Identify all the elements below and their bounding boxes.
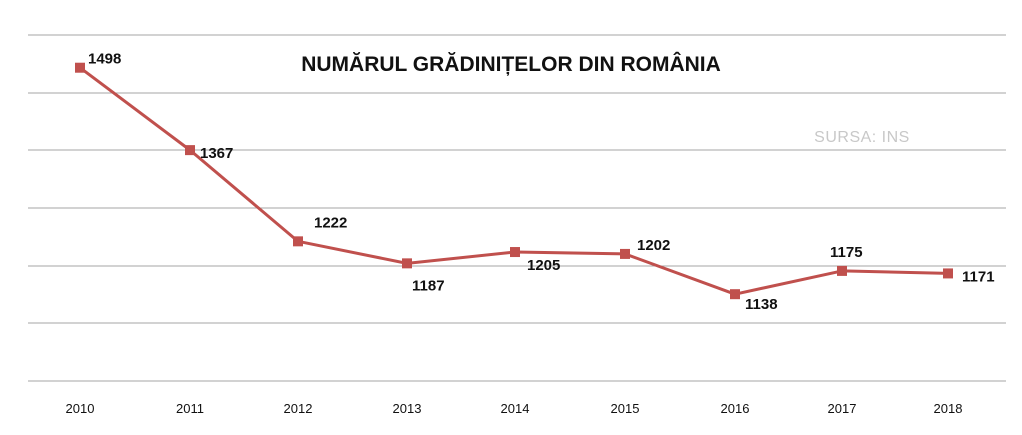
x-tick-label: 2011 <box>176 401 204 416</box>
x-tick-label: 2016 <box>721 401 750 416</box>
data-label: 1498 <box>88 51 121 68</box>
x-tick-label: 2013 <box>393 401 422 416</box>
data-label: 1171 <box>962 268 995 285</box>
x-tick-label: 2010 <box>66 401 95 416</box>
data-point-marker <box>402 258 412 269</box>
x-tick-label: 2018 <box>934 401 963 416</box>
data-point-marker <box>943 268 953 279</box>
data-point-marker <box>620 248 630 259</box>
data-point-marker <box>75 62 85 73</box>
data-point-marker <box>293 236 303 247</box>
data-label: 1175 <box>830 244 863 261</box>
series-line-group <box>75 62 953 300</box>
data-label: 1205 <box>527 257 560 274</box>
data-point-marker <box>185 145 195 156</box>
data-label: 1202 <box>637 237 670 254</box>
x-tick-label: 2015 <box>611 401 640 416</box>
x-tick-label: 2012 <box>284 401 313 416</box>
chart-title: NUMĂRUL GRĂDINIȚELOR DIN ROMÂNIA <box>301 52 721 76</box>
x-tick-label: 2014 <box>501 401 530 416</box>
data-label: 1187 <box>412 277 445 294</box>
data-point-marker <box>510 247 520 258</box>
data-label: 1367 <box>200 145 233 162</box>
data-point-marker <box>730 289 740 300</box>
x-axis-tick-labels: 2010 2011 2012 2013 2014 2015 2016 2017 2018 <box>66 401 963 416</box>
gridlines <box>28 34 1006 382</box>
data-point-marker <box>837 265 847 276</box>
series-line <box>79 66 949 296</box>
data-label: 1222 <box>314 214 347 231</box>
data-label: 1138 <box>745 296 778 313</box>
source-note: SURSA: INS <box>814 129 910 146</box>
x-tick-label: 2017 <box>828 401 857 416</box>
data-labels: 1498 1367 1222 1187 1205 1202 1138 1175 1171 <box>88 51 995 313</box>
